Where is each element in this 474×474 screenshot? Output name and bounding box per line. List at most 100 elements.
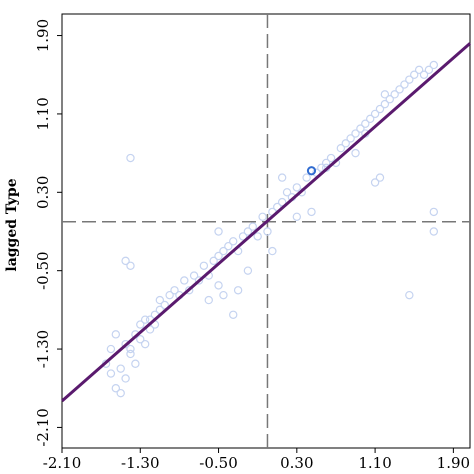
x-tick-label: -0.50 xyxy=(199,454,237,472)
point xyxy=(405,75,414,84)
point xyxy=(375,173,385,182)
point xyxy=(356,124,365,133)
point xyxy=(214,251,223,261)
point xyxy=(243,227,253,236)
point xyxy=(224,241,233,251)
point xyxy=(214,227,223,236)
point xyxy=(204,295,213,305)
x-tick-label: 0.30 xyxy=(280,454,313,472)
point xyxy=(317,163,326,173)
point xyxy=(238,232,248,241)
point xyxy=(170,286,179,295)
point xyxy=(140,339,150,349)
point xyxy=(258,212,267,221)
point xyxy=(126,261,135,270)
point xyxy=(336,144,346,153)
point xyxy=(390,90,399,99)
point xyxy=(277,173,287,182)
point xyxy=(253,232,262,241)
y-tick-label: -0.50 xyxy=(34,251,52,289)
point xyxy=(219,246,228,256)
point xyxy=(184,286,194,295)
point xyxy=(268,246,277,256)
point xyxy=(126,153,135,163)
point xyxy=(419,70,429,79)
point xyxy=(189,271,199,280)
point xyxy=(395,85,404,94)
point xyxy=(429,227,438,236)
point xyxy=(321,158,331,168)
point xyxy=(307,207,316,217)
point xyxy=(414,65,424,75)
point xyxy=(121,256,130,266)
point xyxy=(429,207,438,217)
point xyxy=(116,388,125,398)
y-axis-label: lagged Type xyxy=(4,178,20,271)
point xyxy=(366,114,375,124)
point xyxy=(351,148,360,158)
point xyxy=(126,344,135,354)
point xyxy=(375,104,385,114)
point xyxy=(229,237,238,246)
point xyxy=(370,178,380,187)
point xyxy=(243,266,253,275)
point xyxy=(131,359,140,368)
point xyxy=(385,95,394,104)
point xyxy=(306,166,317,176)
point xyxy=(219,290,228,300)
point xyxy=(380,90,390,99)
plot-frame xyxy=(61,13,471,449)
y-tick-label: 1.10 xyxy=(34,97,52,130)
point xyxy=(351,129,360,138)
point xyxy=(282,188,292,197)
point xyxy=(165,290,174,300)
point xyxy=(233,286,243,295)
point xyxy=(370,109,380,119)
y-tick-label: -2.10 xyxy=(34,408,52,446)
point xyxy=(136,320,145,329)
point xyxy=(292,183,302,192)
point xyxy=(155,295,165,305)
point xyxy=(214,281,223,290)
point xyxy=(346,134,355,143)
point xyxy=(121,339,130,349)
point xyxy=(380,99,390,109)
point xyxy=(111,330,121,339)
point xyxy=(361,119,370,128)
point xyxy=(424,65,434,75)
x-tick-label: 1.90 xyxy=(437,454,470,472)
point xyxy=(116,364,125,373)
point xyxy=(106,344,116,354)
y-tick-label: 0.30 xyxy=(34,176,52,209)
point xyxy=(126,349,135,359)
point xyxy=(106,369,116,378)
point xyxy=(111,384,121,393)
point xyxy=(429,60,438,70)
point xyxy=(341,139,350,148)
x-tick-label: -2.10 xyxy=(43,454,81,472)
point xyxy=(263,227,272,236)
y-tick-label: 1.90 xyxy=(34,19,52,52)
point xyxy=(209,256,218,266)
point xyxy=(180,276,189,285)
point xyxy=(140,315,150,324)
point xyxy=(292,212,302,221)
fit-line xyxy=(61,42,471,403)
point xyxy=(302,173,311,182)
point xyxy=(326,153,336,163)
point xyxy=(145,325,155,334)
point xyxy=(194,276,204,285)
point xyxy=(136,335,145,344)
point xyxy=(248,222,257,231)
point xyxy=(405,290,414,300)
x-tick-label: -1.30 xyxy=(121,454,159,472)
point xyxy=(199,261,209,270)
point xyxy=(160,300,169,310)
point xyxy=(410,70,419,79)
x-tick-label: 1.10 xyxy=(358,454,391,472)
point xyxy=(400,80,409,89)
y-tick-label: -1.30 xyxy=(34,330,52,368)
point xyxy=(229,310,238,319)
point xyxy=(277,197,287,207)
